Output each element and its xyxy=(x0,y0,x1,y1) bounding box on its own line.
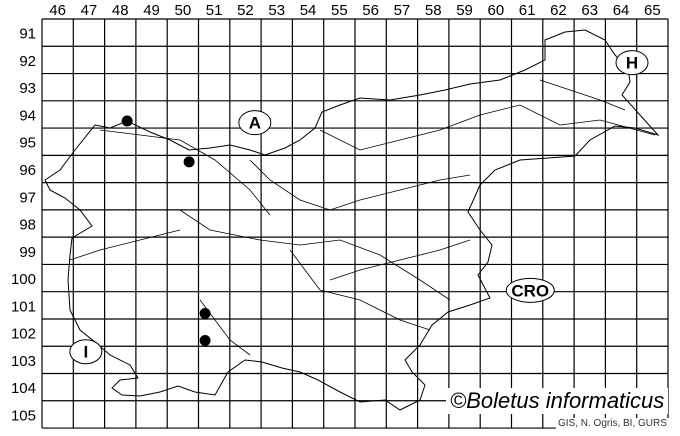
river xyxy=(99,129,271,216)
country-label-ellipse xyxy=(615,50,649,76)
country-border xyxy=(44,29,660,411)
column-label: 52 xyxy=(237,2,254,19)
column-label: 49 xyxy=(143,2,160,19)
row-label: 98 xyxy=(19,217,36,234)
column-label: 60 xyxy=(488,2,505,19)
row-label: 101 xyxy=(11,298,36,315)
country-label: CRO xyxy=(511,281,549,300)
column-label: 47 xyxy=(81,2,98,19)
occurrence-marker xyxy=(121,115,133,127)
row-label: 102 xyxy=(11,326,36,343)
column-label: 48 xyxy=(112,2,129,19)
country-label-ellipse xyxy=(69,339,103,365)
row-label: 95 xyxy=(19,135,36,152)
row-label: 99 xyxy=(19,244,36,261)
row-label: 93 xyxy=(19,80,36,97)
river xyxy=(249,159,471,211)
row-label: 92 xyxy=(19,53,36,70)
column-label: 56 xyxy=(362,2,379,19)
river xyxy=(289,249,431,331)
column-label: 64 xyxy=(613,2,630,19)
column-label: 59 xyxy=(456,2,473,19)
row-label: 104 xyxy=(11,380,36,397)
column-label: 54 xyxy=(300,2,317,19)
column-label: 46 xyxy=(49,2,66,19)
column-label: 65 xyxy=(644,2,661,19)
river xyxy=(539,79,626,111)
column-label: 57 xyxy=(394,2,411,19)
source-credit: GIS, N. Ogris, BI, GURS xyxy=(556,418,669,429)
river xyxy=(329,239,471,281)
column-label: 50 xyxy=(175,2,192,19)
occurrence-marker xyxy=(199,308,211,320)
country-label-ellipse xyxy=(505,277,555,303)
country-label-ellipse xyxy=(238,110,272,136)
row-label: 97 xyxy=(19,189,36,206)
column-label: 58 xyxy=(425,2,442,19)
occurrence-marker xyxy=(199,335,211,347)
copyright-text: ©Boletus informaticus xyxy=(446,388,669,414)
country-label: H xyxy=(626,54,638,73)
column-label: 55 xyxy=(331,2,348,19)
row-label: 103 xyxy=(11,353,36,370)
column-label: 63 xyxy=(581,2,598,19)
river xyxy=(69,229,181,261)
country-label: A xyxy=(249,114,261,133)
row-label: 105 xyxy=(11,407,36,424)
row-label: 94 xyxy=(19,107,36,124)
column-label: 62 xyxy=(550,2,567,19)
river xyxy=(179,209,451,301)
row-label: 91 xyxy=(19,26,36,43)
row-label: 96 xyxy=(19,162,36,179)
row-label: 100 xyxy=(11,271,36,288)
column-label: 61 xyxy=(519,2,536,19)
column-label: 51 xyxy=(206,2,223,19)
column-label: 53 xyxy=(268,2,285,19)
country-label: I xyxy=(83,343,88,362)
occurrence-marker xyxy=(183,156,195,168)
